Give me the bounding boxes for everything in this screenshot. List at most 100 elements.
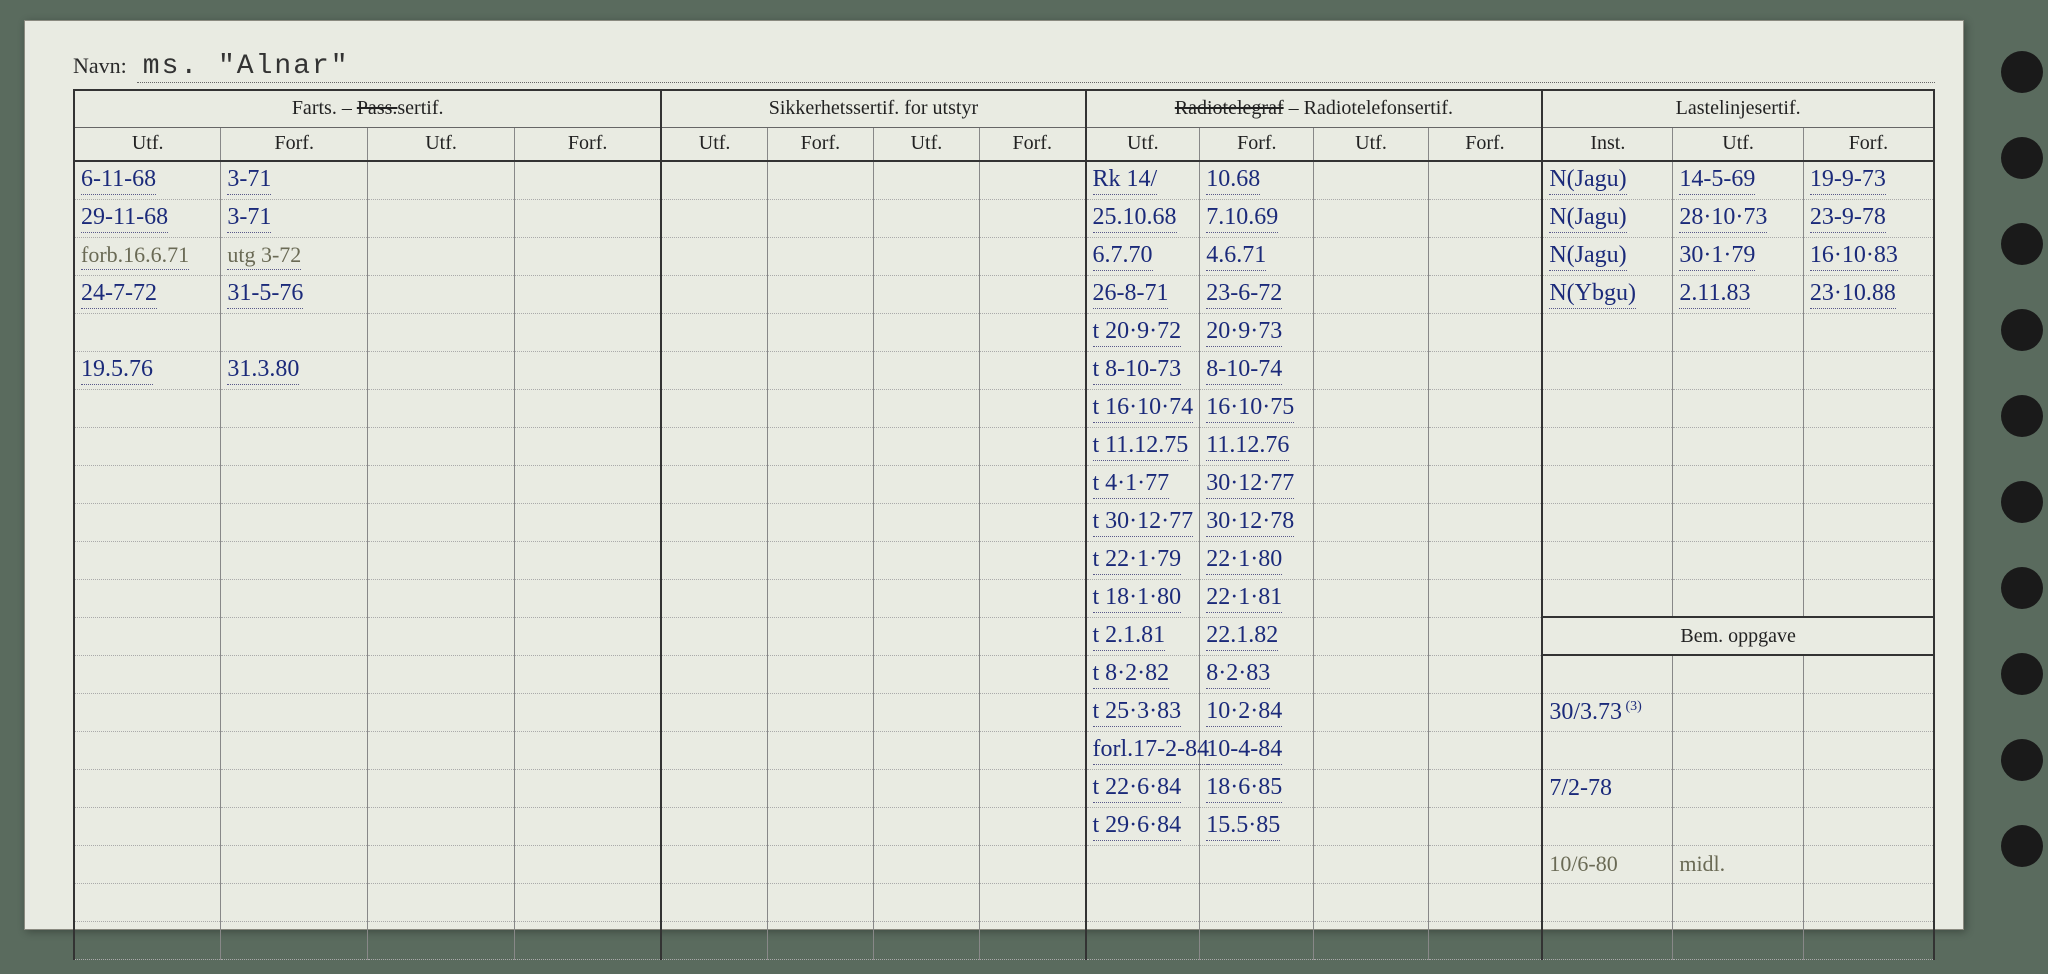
bem-cell (1542, 807, 1673, 845)
cell (873, 731, 979, 769)
cell (74, 655, 221, 693)
cell (74, 313, 221, 351)
cell (1314, 389, 1428, 427)
cell: t 4·1·77 (1086, 465, 1200, 503)
bem-cell (1803, 693, 1934, 731)
cell: 10-4-84 (1200, 731, 1314, 769)
sub-utf: Utf. (74, 127, 221, 161)
cell: 3-71 (221, 199, 368, 237)
cell (767, 883, 873, 921)
cell (368, 579, 515, 617)
cell (1673, 503, 1804, 541)
cell: 19-9-73 (1803, 161, 1934, 199)
cell (661, 465, 767, 503)
bem-cell (1673, 769, 1804, 807)
cell (1803, 465, 1934, 503)
cell: 29-11-68 (74, 199, 221, 237)
cell (514, 389, 661, 427)
cell (221, 655, 368, 693)
cell (1542, 541, 1673, 579)
navn-value: ms. "Alnar" (137, 51, 1935, 83)
cell: 30·12·78 (1200, 503, 1314, 541)
cell: t 29·6·84 (1086, 807, 1200, 845)
cell (514, 693, 661, 731)
cell (1314, 237, 1428, 275)
sub-forf: Forf. (979, 127, 1085, 161)
cell (1314, 465, 1428, 503)
cell (873, 199, 979, 237)
cell (368, 465, 515, 503)
cell (1428, 693, 1542, 731)
cell (1314, 541, 1428, 579)
cell (514, 427, 661, 465)
sub-forf: Forf. (1428, 127, 1542, 161)
table-row (74, 883, 1934, 921)
cell (368, 161, 515, 199)
cell (368, 921, 515, 959)
sub-utf: Utf. (1673, 127, 1804, 161)
cell (1314, 731, 1428, 769)
cell (979, 883, 1085, 921)
cell (514, 921, 661, 959)
table-row: t 22·6·8418·6·857/2-78 (74, 769, 1934, 807)
cell (221, 731, 368, 769)
bem-cell: midl. (1673, 845, 1804, 883)
cell (979, 617, 1085, 655)
cell (1314, 693, 1428, 731)
table-row: 19.5.7631.3.80t 8-10-738-10-74 (74, 351, 1934, 389)
cell (873, 655, 979, 693)
cell (368, 845, 515, 883)
cell: 6-11-68 (74, 161, 221, 199)
cell (661, 237, 767, 275)
cell (767, 807, 873, 845)
cell (767, 389, 873, 427)
cell (873, 351, 979, 389)
table-row: forb.16.6.71utg 3-726.7.704.6.71N(Jagu)3… (74, 237, 1934, 275)
cell (767, 617, 873, 655)
bem-cell (1803, 655, 1934, 693)
cell: 31.3.80 (221, 351, 368, 389)
table-row: t 30·12·7730·12·78 (74, 503, 1934, 541)
cell (514, 237, 661, 275)
ledger-card: Navn: ms. "Alnar" Farts. – Pass.sertif. … (24, 20, 1964, 930)
cell: 8-10-74 (1200, 351, 1314, 389)
cell (979, 921, 1085, 959)
bem-cell (1803, 845, 1934, 883)
cell (1314, 617, 1428, 655)
cell: 6.7.70 (1086, 237, 1200, 275)
cell (368, 883, 515, 921)
table-row: t 18·1·8022·1·81 (74, 579, 1934, 617)
cell (979, 313, 1085, 351)
cell (514, 617, 661, 655)
cell (767, 351, 873, 389)
cell (1314, 275, 1428, 313)
cell (767, 579, 873, 617)
cell (1673, 427, 1804, 465)
cell (1428, 541, 1542, 579)
cell (74, 427, 221, 465)
cell (514, 541, 661, 579)
cell (767, 693, 873, 731)
cell (979, 161, 1085, 199)
cell (661, 921, 767, 959)
cell (1428, 731, 1542, 769)
cell (1428, 807, 1542, 845)
table-row: t 4·1·7730·12·77 (74, 465, 1934, 503)
cell (873, 275, 979, 313)
cell (1314, 313, 1428, 351)
cell (767, 541, 873, 579)
cell (767, 465, 873, 503)
cell (368, 693, 515, 731)
cell (1542, 351, 1673, 389)
cell (74, 579, 221, 617)
sub-inst: Inst. (1542, 127, 1673, 161)
cell (979, 693, 1085, 731)
cell (873, 693, 979, 731)
hdr-farts: Farts. – Pass.sertif. (74, 91, 661, 127)
cell: 23-6-72 (1200, 275, 1314, 313)
table-row: forl.17-2-8410-4-84 (74, 731, 1934, 769)
cell (74, 503, 221, 541)
cell (514, 655, 661, 693)
table-row: t 8·2·828·2·83 (74, 655, 1934, 693)
cell: 11.12.76 (1200, 427, 1314, 465)
